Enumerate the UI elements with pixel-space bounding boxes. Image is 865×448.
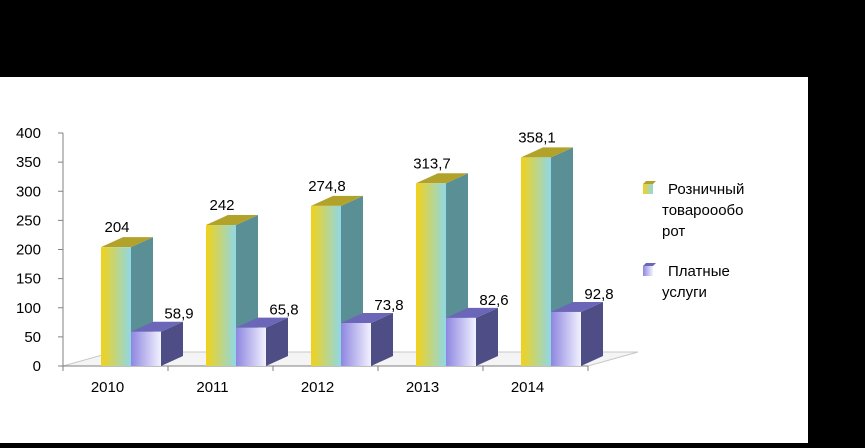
legend-swatch-top bbox=[643, 263, 656, 266]
legend-label-line: товароообо bbox=[662, 202, 744, 219]
x-tick-label: 2012 bbox=[301, 379, 334, 396]
bar-front bbox=[236, 327, 266, 366]
bar-front bbox=[131, 331, 161, 366]
bar-top bbox=[551, 301, 603, 312]
data-label-retail: 274,8 bbox=[308, 178, 346, 195]
data-label-retail: 313,7 bbox=[413, 155, 451, 172]
y-axis: 0 50 100 150 200 250 300 350 400 bbox=[16, 125, 64, 375]
bar-top bbox=[311, 195, 363, 206]
y-tick-label: 300 bbox=[16, 183, 41, 200]
legend-swatch bbox=[643, 184, 653, 194]
bar-front bbox=[311, 205, 341, 366]
bar-top bbox=[131, 321, 183, 332]
data-label-retail: 242 bbox=[209, 197, 234, 214]
legend-item-services: Платные услуги bbox=[643, 263, 730, 301]
y-tick-label: 0 bbox=[33, 358, 41, 375]
bar-side bbox=[581, 301, 603, 366]
legend-label-line: Платные bbox=[668, 263, 730, 280]
bar-front bbox=[341, 323, 371, 366]
data-label-services: 82,6 bbox=[479, 292, 508, 309]
bar-services-2010 bbox=[131, 321, 183, 366]
x-tick-label: 2014 bbox=[511, 379, 544, 396]
bar-front bbox=[416, 183, 446, 366]
bar-front bbox=[446, 317, 476, 366]
y-tick-label: 150 bbox=[16, 271, 41, 288]
bar-side bbox=[476, 307, 498, 366]
bar-front bbox=[101, 247, 131, 366]
data-label-retail: 358,1 bbox=[518, 129, 556, 146]
bar-side bbox=[371, 313, 393, 366]
y-tick-label: 350 bbox=[16, 154, 41, 171]
legend-label-line: рот bbox=[662, 223, 685, 240]
bar-retail-2014 bbox=[521, 147, 573, 366]
bar-retail-2013 bbox=[416, 173, 468, 366]
x-tick-label: 2011 bbox=[196, 379, 228, 396]
y-tick-label: 250 bbox=[16, 212, 41, 229]
y-tick-label: 200 bbox=[16, 242, 41, 259]
bar-services-2012 bbox=[341, 313, 393, 366]
bar-front bbox=[521, 157, 551, 366]
x-tick-label: 2010 bbox=[91, 379, 124, 396]
bar-front bbox=[551, 311, 581, 366]
legend-swatch bbox=[643, 266, 653, 276]
bar-services-2014 bbox=[551, 301, 603, 366]
bar-top bbox=[236, 317, 288, 328]
bar-top bbox=[341, 313, 393, 324]
bar-top bbox=[206, 215, 258, 226]
data-label-services: 58,9 bbox=[164, 306, 193, 323]
bar-front bbox=[206, 225, 236, 366]
bar-top bbox=[521, 147, 573, 158]
bar-side bbox=[161, 321, 183, 366]
legend: Розничный товароообо рот Платные услуги bbox=[643, 181, 744, 301]
bar-services-2011 bbox=[236, 317, 288, 366]
y-tick-label: 50 bbox=[24, 329, 41, 346]
data-label-services: 65,8 bbox=[269, 302, 298, 319]
bar-side bbox=[266, 317, 288, 366]
bar-top bbox=[416, 173, 468, 184]
data-label-services: 73,8 bbox=[374, 297, 403, 314]
bar-top bbox=[101, 237, 153, 248]
data-label-retail: 204 bbox=[104, 219, 129, 236]
bars bbox=[101, 147, 603, 366]
bar-services-2013 bbox=[446, 307, 498, 366]
data-label-services: 92,8 bbox=[584, 286, 613, 303]
legend-item-retail: Розничный товароообо рот bbox=[643, 181, 744, 240]
x-tick-label: 2013 bbox=[406, 379, 439, 396]
bar-top bbox=[446, 307, 498, 318]
y-tick-label: 100 bbox=[16, 300, 41, 317]
data-labels: 204 58,9 242 65,8 274,8 73,8 313,7 82,6 358,1 92,… bbox=[104, 129, 613, 322]
y-tick-label: 400 bbox=[16, 125, 41, 142]
legend-swatch-top bbox=[643, 181, 656, 184]
legend-label-line: Розничный bbox=[668, 181, 744, 198]
legend-label-line: услуги bbox=[662, 284, 707, 301]
